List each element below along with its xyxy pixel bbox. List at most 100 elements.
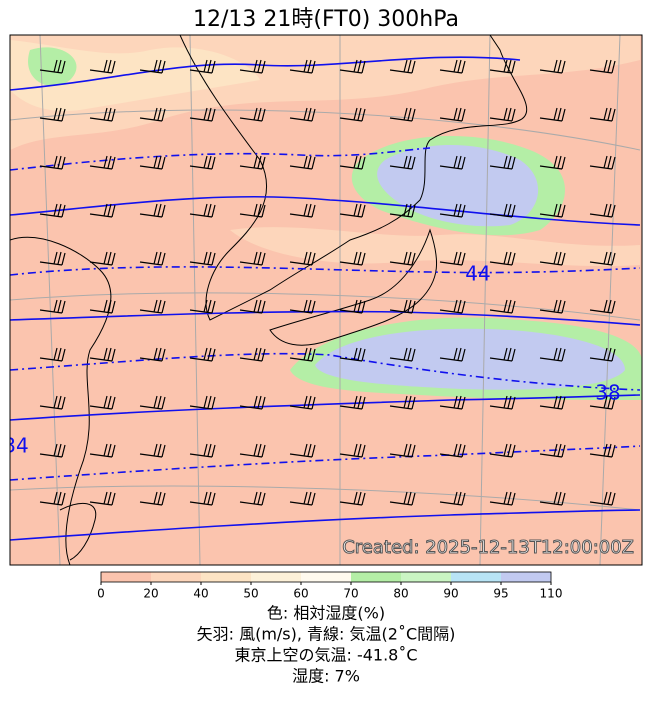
wind-barb xyxy=(589,155,616,170)
wind-barb xyxy=(239,347,266,362)
wind-barb xyxy=(439,251,466,266)
wind-barb xyxy=(189,491,216,506)
grid xyxy=(10,35,641,565)
wind-barb xyxy=(89,59,116,74)
wind-barb xyxy=(339,347,366,362)
title: 12/13 21時(FT0) 300hPa xyxy=(193,7,459,32)
wind-barb xyxy=(189,203,216,218)
contour-label: 44 xyxy=(465,262,490,286)
wind-barb xyxy=(489,491,516,506)
wind-barb xyxy=(139,155,166,170)
wind-barb xyxy=(539,203,566,218)
wind-barb xyxy=(389,203,416,218)
wind-barb xyxy=(39,59,66,74)
legend-line: 湿度: 7% xyxy=(292,667,360,686)
wind-barb xyxy=(89,155,116,170)
colorbar-tick-label: 90 xyxy=(443,587,458,601)
wind-barb xyxy=(289,203,316,218)
legend-line: 色: 相対湿度(%) xyxy=(267,604,385,623)
wind-barb xyxy=(89,347,116,362)
wind-barb xyxy=(239,395,266,410)
wind-barb xyxy=(239,299,266,314)
wind-barb xyxy=(289,491,316,506)
wind-barb xyxy=(39,251,66,266)
wind-barb xyxy=(589,203,616,218)
wind-barb xyxy=(189,107,216,122)
wind-barb xyxy=(439,107,466,122)
legend-text: 色: 相対湿度(%) 矢羽: 風(m/s), 青線: 気温(2˚C間隔) 東京上空の… xyxy=(197,604,456,686)
wind-barb xyxy=(189,443,216,458)
wind-barb xyxy=(239,203,266,218)
wind-barb xyxy=(389,59,416,74)
wind-barb xyxy=(389,299,416,314)
colorbar-frame xyxy=(100,571,552,583)
colorbar-segment xyxy=(301,572,351,582)
wind-barb xyxy=(189,347,216,362)
colorbar-segment xyxy=(451,572,501,582)
wind-barb xyxy=(239,491,266,506)
colorbar-segment xyxy=(401,572,451,582)
wind-barb xyxy=(339,299,366,314)
wind-barb xyxy=(289,347,316,362)
wind-barb xyxy=(489,395,516,410)
wind-barb xyxy=(189,395,216,410)
wind-barb xyxy=(489,59,516,74)
wind-barb xyxy=(439,59,466,74)
wind-barb xyxy=(389,155,416,170)
wind-barb xyxy=(39,395,66,410)
wind-barb xyxy=(589,59,616,74)
colorbar-segment xyxy=(501,572,551,582)
wind-barb xyxy=(139,347,166,362)
wind-barb xyxy=(89,107,116,122)
humidity-blob xyxy=(315,328,625,390)
wind-barb xyxy=(289,251,316,266)
humidity-blob xyxy=(377,145,539,227)
wind-barb xyxy=(289,155,316,170)
wind-barb xyxy=(89,203,116,218)
wind-barb xyxy=(239,107,266,122)
wind-barb xyxy=(489,203,516,218)
wind-barb xyxy=(489,299,516,314)
wind-barb xyxy=(539,347,566,362)
wind-barb xyxy=(339,107,366,122)
wind-barb xyxy=(189,155,216,170)
wind-barb xyxy=(39,491,66,506)
legend-line: 東京上空の気温: -41.8˚C xyxy=(234,646,417,665)
colorbar-tick-label: 0 xyxy=(97,587,105,601)
wind-barb xyxy=(539,155,566,170)
wind-barb xyxy=(589,251,616,266)
wind-barb xyxy=(589,491,616,506)
wind-barb xyxy=(239,59,266,74)
wind-barb xyxy=(589,395,616,410)
wind-barb xyxy=(389,251,416,266)
wind-barb xyxy=(39,347,66,362)
colorbar-segment xyxy=(351,572,401,582)
wind-barb xyxy=(439,443,466,458)
wind-barb xyxy=(39,107,66,122)
colorbar-tick-label: 20 xyxy=(143,587,158,601)
wind-barb xyxy=(539,491,566,506)
wind-barb xyxy=(139,491,166,506)
wind-barb xyxy=(339,251,366,266)
wind-barb xyxy=(189,59,216,74)
wind-barb xyxy=(289,395,316,410)
wind-barb xyxy=(539,251,566,266)
wind-barb xyxy=(239,155,266,170)
colorbar-tick-label: 70 xyxy=(343,587,358,601)
wind-barb xyxy=(139,395,166,410)
map-area: 44 38 34 Created: 2025-12-13T12:00:00Z xyxy=(10,35,642,565)
wind-barb xyxy=(439,347,466,362)
wind-barb xyxy=(339,491,366,506)
wind-barb xyxy=(439,155,466,170)
created-stamp: Created: 2025-12-13T12:00:00Z xyxy=(342,537,634,558)
wind-barb xyxy=(39,155,66,170)
wind-barb xyxy=(489,443,516,458)
colorbar-tick-label: 40 xyxy=(193,587,208,601)
wind-barb xyxy=(539,107,566,122)
wind-barb xyxy=(89,395,116,410)
wind-barb xyxy=(89,251,116,266)
wind-barb xyxy=(339,203,366,218)
wind-barb xyxy=(339,155,366,170)
